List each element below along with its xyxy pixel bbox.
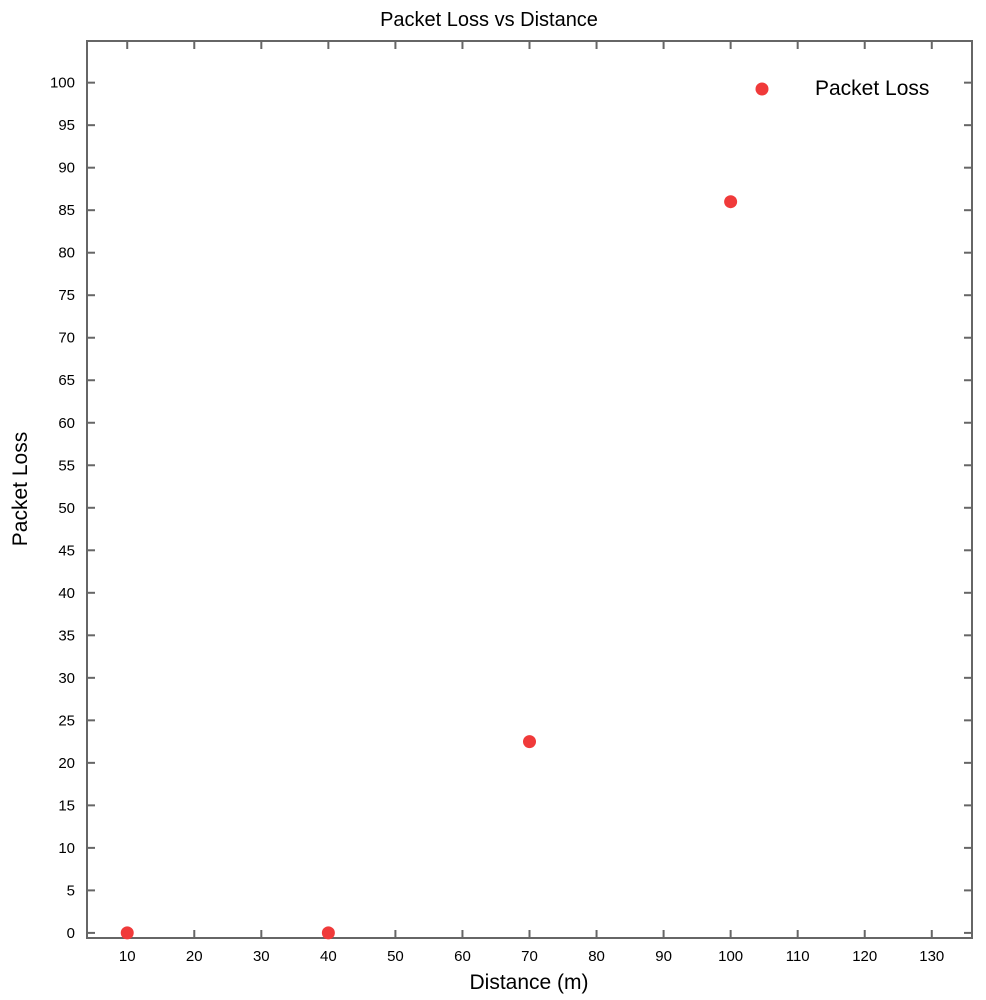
y-tick-label: 35 [58, 627, 75, 644]
x-tick-label: 80 [588, 948, 605, 965]
data-point [120, 926, 134, 940]
legend: Packet Loss [755, 77, 929, 100]
y-tick-label: 0 [67, 925, 75, 942]
y-tick-label: 100 [50, 75, 75, 92]
y-tick-label: 50 [58, 500, 75, 517]
y-axis-label: Packet Loss [9, 432, 32, 546]
chart-title: Packet Loss vs Distance [380, 9, 598, 31]
x-tick-label: 90 [655, 948, 672, 965]
x-tick-label: 30 [253, 948, 270, 965]
x-axis-label: Distance (m) [469, 971, 588, 994]
y-tick-label: 5 [67, 882, 75, 899]
x-tick-label: 70 [521, 948, 538, 965]
y-tick-label: 95 [58, 117, 75, 134]
y-tick-label: 65 [58, 372, 75, 389]
x-tick-label: 100 [718, 948, 743, 965]
data-points [120, 195, 738, 940]
y-tick-label: 25 [58, 712, 75, 729]
legend-label: Packet Loss [815, 77, 929, 100]
x-tick-label: 50 [387, 948, 404, 965]
legend-marker [755, 82, 769, 96]
x-tick-label: 130 [919, 948, 944, 965]
y-tick-label: 20 [58, 755, 75, 772]
x-tick-label: 60 [454, 948, 471, 965]
y-tick-label: 30 [58, 670, 75, 687]
y-tick-label: 80 [58, 245, 75, 262]
y-tick-label: 85 [58, 202, 75, 219]
y-tick-label: 55 [58, 457, 75, 474]
x-tick-label: 10 [119, 948, 136, 965]
y-tick-label: 60 [58, 415, 75, 432]
data-point [724, 195, 738, 209]
y-tick-label: 90 [58, 160, 75, 177]
y-tick-label: 40 [58, 585, 75, 602]
x-tick-label: 120 [852, 948, 877, 965]
data-point [523, 735, 536, 749]
y-tick-label: 45 [58, 542, 75, 559]
y-tick-label: 70 [58, 330, 75, 347]
axis-ticks: 10 20 30 40 50 60 70 80 90 100 110 120 130 0 5 10 15 20 25… [50, 41, 972, 965]
y-tick-label: 10 [58, 840, 75, 857]
x-tick-label: 20 [186, 948, 203, 965]
plot-frame [86, 40, 973, 939]
x-tick-label: 40 [320, 948, 337, 965]
y-tick-label: 15 [58, 797, 75, 814]
x-tick-label: 110 [786, 948, 810, 965]
data-point [321, 926, 335, 940]
y-tick-label: 75 [58, 287, 75, 304]
